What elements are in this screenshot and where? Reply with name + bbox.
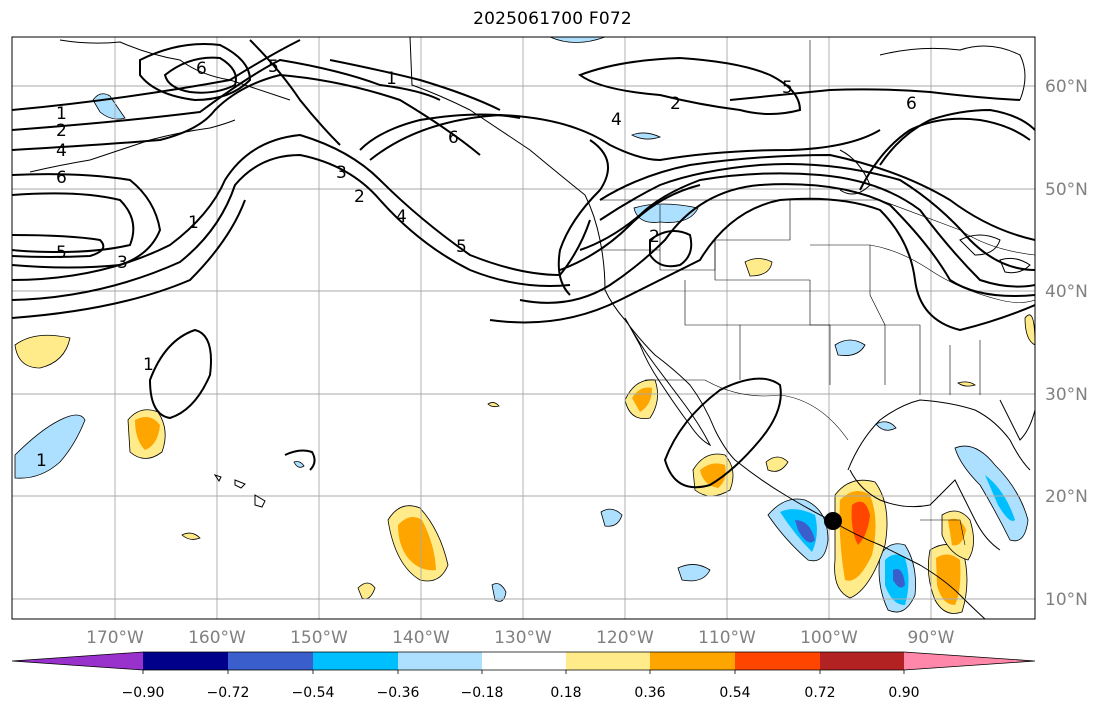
colorbar-tick-label: 0.54 (719, 685, 750, 701)
storm-marker (824, 512, 842, 530)
colorbar-segment (820, 652, 904, 670)
colorbar-segment (313, 652, 398, 670)
lon-label: 110°W (698, 628, 756, 648)
colorbar-segment (143, 652, 228, 670)
lon-label: 150°W (290, 628, 348, 648)
svg-text:1: 1 (56, 104, 67, 124)
svg-text:4: 4 (396, 207, 407, 227)
contour-lines (12, 39, 1035, 489)
colorbar-segment (482, 652, 566, 670)
svg-text:1: 1 (143, 355, 154, 375)
colorbar-tick-label: −0.54 (292, 685, 335, 701)
colorbar-segment (566, 652, 650, 670)
longitude-labels: 170°W 160°W 150°W 140°W 130°W 120°W 110°… (86, 628, 955, 648)
colorbar-extend-low (12, 652, 143, 670)
colorbar (11, 651, 1036, 674)
lon-label: 170°W (86, 628, 144, 648)
svg-text:1: 1 (36, 451, 47, 471)
lat-label: 30°N (1045, 385, 1088, 405)
svg-text:2: 2 (649, 227, 660, 247)
svg-text:5: 5 (456, 237, 467, 257)
lat-label: 10°N (1045, 590, 1088, 610)
colorbar-ticks: −0.90 −0.72 −0.54 −0.36 −0.18 0.18 0.36 … (122, 685, 920, 701)
svg-text:6: 6 (196, 59, 207, 79)
lat-label: 60°N (1045, 77, 1088, 97)
svg-text:4: 4 (611, 110, 622, 130)
colorbar-segment (398, 652, 482, 670)
lat-label: 40°N (1045, 282, 1088, 302)
lon-label: 100°W (800, 628, 858, 648)
svg-text:5: 5 (56, 243, 67, 263)
colorbar-tick-label: −0.36 (377, 685, 420, 701)
colorbar-tick-label: 0.36 (634, 685, 665, 701)
colorbar-tick-label: −0.90 (122, 685, 165, 701)
svg-text:2: 2 (670, 94, 681, 114)
svg-text:1: 1 (188, 213, 199, 233)
lon-label: 140°W (392, 628, 450, 648)
svg-text:3: 3 (117, 253, 128, 273)
colorbar-tick-label: 0.18 (550, 685, 581, 701)
svg-text:2: 2 (354, 187, 365, 207)
svg-text:6: 6 (448, 128, 459, 148)
lon-label: 130°W (494, 628, 552, 648)
lat-label: 50°N (1045, 180, 1088, 200)
colorbar-tick-label: 0.90 (888, 685, 919, 701)
svg-text:6: 6 (56, 168, 67, 188)
colorbar-segment (228, 652, 313, 670)
lat-label: 20°N (1045, 487, 1088, 507)
contour-labels: 1 2 4 6 5 3 1 6 5 3 2 4 5 6 4 2 5 6 2 1 … (36, 57, 917, 471)
colorbar-extend-high (904, 652, 1035, 670)
colorbar-tick-label: 0.72 (804, 685, 835, 701)
lon-label: 120°W (596, 628, 654, 648)
lon-label: 90°W (908, 628, 955, 648)
svg-text:5: 5 (268, 57, 279, 77)
svg-text:1: 1 (386, 69, 397, 89)
svg-text:2: 2 (56, 121, 67, 141)
map-frame (11, 36, 1036, 620)
colorbar-segment (735, 652, 820, 670)
svg-text:5: 5 (782, 78, 793, 98)
map-title: 2025061700 F072 (473, 9, 632, 29)
svg-text:4: 4 (56, 141, 67, 161)
latitude-labels: 60°N 50°N 40°N 30°N 20°N 10°N (1045, 77, 1088, 610)
colorbar-tick-label: −0.18 (461, 685, 504, 701)
colorbar-segment (650, 652, 735, 670)
svg-text:3: 3 (336, 163, 347, 183)
colorbar-tick-label: −0.72 (207, 685, 250, 701)
svg-text:6: 6 (906, 94, 917, 114)
graticule (12, 37, 1035, 619)
lon-label: 160°W (188, 628, 246, 648)
